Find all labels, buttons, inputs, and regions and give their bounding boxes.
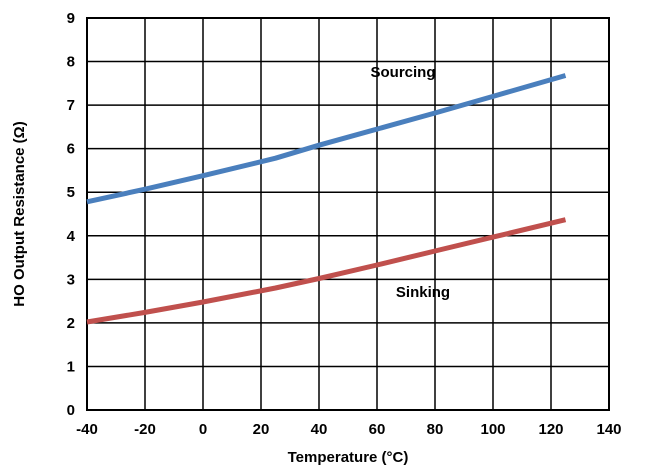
x-tick-label: 40 [311, 421, 328, 438]
series-label-sinking: Sinking [396, 284, 450, 301]
y-tick-label: 0 [67, 402, 75, 419]
y-tick-label: 8 [67, 54, 75, 71]
x-tick-label: 80 [427, 421, 444, 438]
x-tick-label: 100 [480, 421, 505, 438]
series-line-sinking [86, 217, 567, 325]
y-tick-label: 7 [67, 97, 75, 114]
x-tick-label: -40 [76, 421, 98, 438]
series-lines [86, 73, 567, 325]
gridlines [86, 17, 610, 411]
y-tick-label: 3 [67, 271, 75, 288]
y-tick-label: 2 [67, 315, 75, 332]
plot-border [86, 17, 610, 411]
tick-labels: -40 -20 0 20 40 60 80 100 120 140 0 1 2 3 4 5 6 7 8 9 [67, 10, 622, 438]
series-labels: Sourcing Sinking [370, 64, 450, 301]
y-tick-label: 6 [67, 141, 75, 158]
x-tick-label: 0 [199, 421, 207, 438]
x-tick-label: 20 [253, 421, 270, 438]
x-axis-title: Temperature (°C) [288, 449, 409, 466]
y-tick-label: 9 [67, 10, 75, 27]
x-tick-label: 140 [596, 421, 621, 438]
y-tick-label: 4 [67, 228, 76, 245]
series-line-sourcing [86, 73, 567, 205]
x-tick-label: -20 [134, 421, 156, 438]
y-tick-label: 1 [67, 358, 75, 375]
x-tick-label: 120 [538, 421, 563, 438]
y-tick-label: 5 [67, 184, 75, 201]
x-tick-label: 60 [369, 421, 386, 438]
series-label-sourcing: Sourcing [370, 64, 435, 81]
y-axis-title: HO Output Resistance (Ω) [11, 121, 28, 306]
